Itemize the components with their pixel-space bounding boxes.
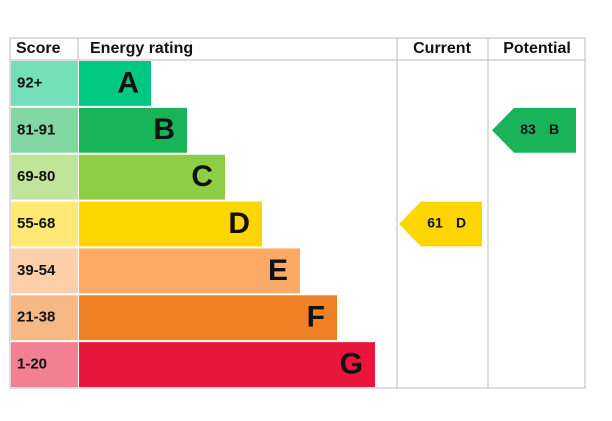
potential-letter: B	[549, 121, 559, 137]
rating-letter: D	[228, 207, 250, 240]
score-cell	[11, 342, 78, 387]
rating-bar	[79, 248, 300, 294]
score-cell	[11, 295, 78, 341]
rating-bar	[79, 201, 262, 247]
rating-letter: E	[268, 254, 288, 287]
current-arrow	[399, 201, 482, 247]
score-cell	[11, 61, 78, 106]
rating-letter: G	[340, 347, 363, 380]
rating-letter: C	[191, 160, 213, 193]
rating-bar	[79, 154, 225, 200]
rating-letter: B	[153, 113, 175, 146]
header-rating: Energy rating	[90, 40, 193, 57]
current-value: 61	[427, 215, 443, 231]
score-cell	[11, 201, 78, 247]
header-score: Score	[16, 40, 61, 57]
header-potential: Potential	[503, 40, 571, 57]
score-label: 21-38	[17, 309, 55, 326]
score-label: 69-80	[17, 168, 55, 185]
header-current: Current	[413, 40, 471, 57]
rating-bar	[79, 107, 187, 153]
rating-bar	[79, 342, 375, 387]
score-label: 1-20	[17, 356, 47, 373]
potential-value: 83	[520, 121, 536, 137]
score-cell	[11, 154, 78, 200]
current-letter: D	[456, 215, 466, 231]
rating-bar	[79, 295, 337, 341]
rating-letter: F	[307, 301, 325, 334]
score-label: 39-54	[17, 262, 56, 279]
score-label: 92+	[17, 74, 43, 91]
score-label: 81-91	[17, 121, 55, 138]
rating-bar	[79, 61, 151, 106]
rating-letter: A	[117, 66, 139, 99]
score-cell	[11, 248, 78, 294]
potential-arrow	[492, 107, 576, 153]
score-label: 55-68	[17, 215, 55, 232]
score-cell	[11, 107, 78, 153]
